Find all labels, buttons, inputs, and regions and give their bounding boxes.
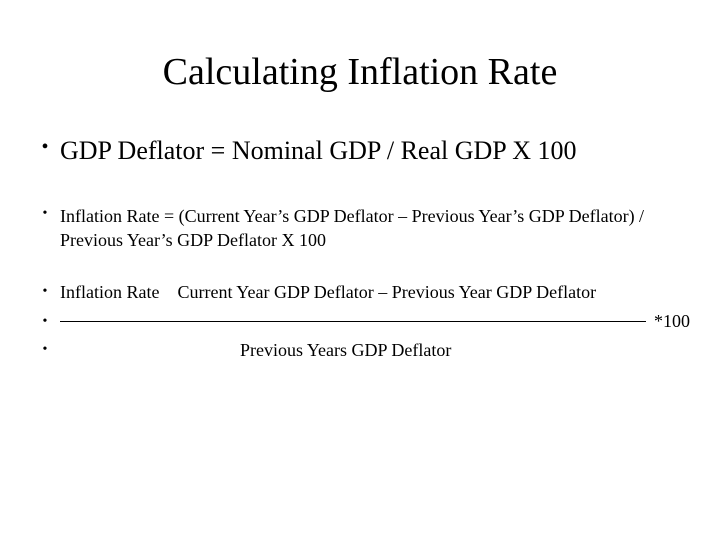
formula-numerator: Current Year GDP Deflator – Previous Yea… — [177, 282, 596, 303]
slide-title: Calculating Inflation Rate — [30, 50, 690, 94]
bullet-marker: • — [30, 340, 60, 360]
formula-row-rule: • *100 — [30, 311, 690, 332]
bullet-text-2: Inflation Rate = (Current Year’s GDP Def… — [60, 204, 690, 253]
bullet-marker: • — [30, 312, 60, 332]
fraction-bar — [60, 321, 646, 322]
bullet-marker: • — [30, 134, 60, 160]
formula-row-top: • Inflation Rate Current Year GDP Deflat… — [30, 282, 690, 303]
formula-label: Inflation Rate — [60, 282, 159, 303]
formula-times100: *100 — [652, 311, 690, 332]
bullet-item-2: • Inflation Rate = (Current Year’s GDP D… — [30, 204, 690, 253]
bullet-marker: • — [30, 282, 60, 302]
slide: Calculating Inflation Rate • GDP Deflato… — [0, 0, 720, 540]
bullet-marker: • — [30, 204, 60, 224]
formula-row-denom: • Previous Years GDP Deflator — [30, 340, 690, 361]
bullet-item-1: • GDP Deflator = Nominal GDP / Real GDP … — [30, 134, 690, 168]
bullet-text-1: GDP Deflator = Nominal GDP / Real GDP X … — [60, 134, 577, 168]
formula-denominator: Previous Years GDP Deflator — [60, 340, 451, 361]
